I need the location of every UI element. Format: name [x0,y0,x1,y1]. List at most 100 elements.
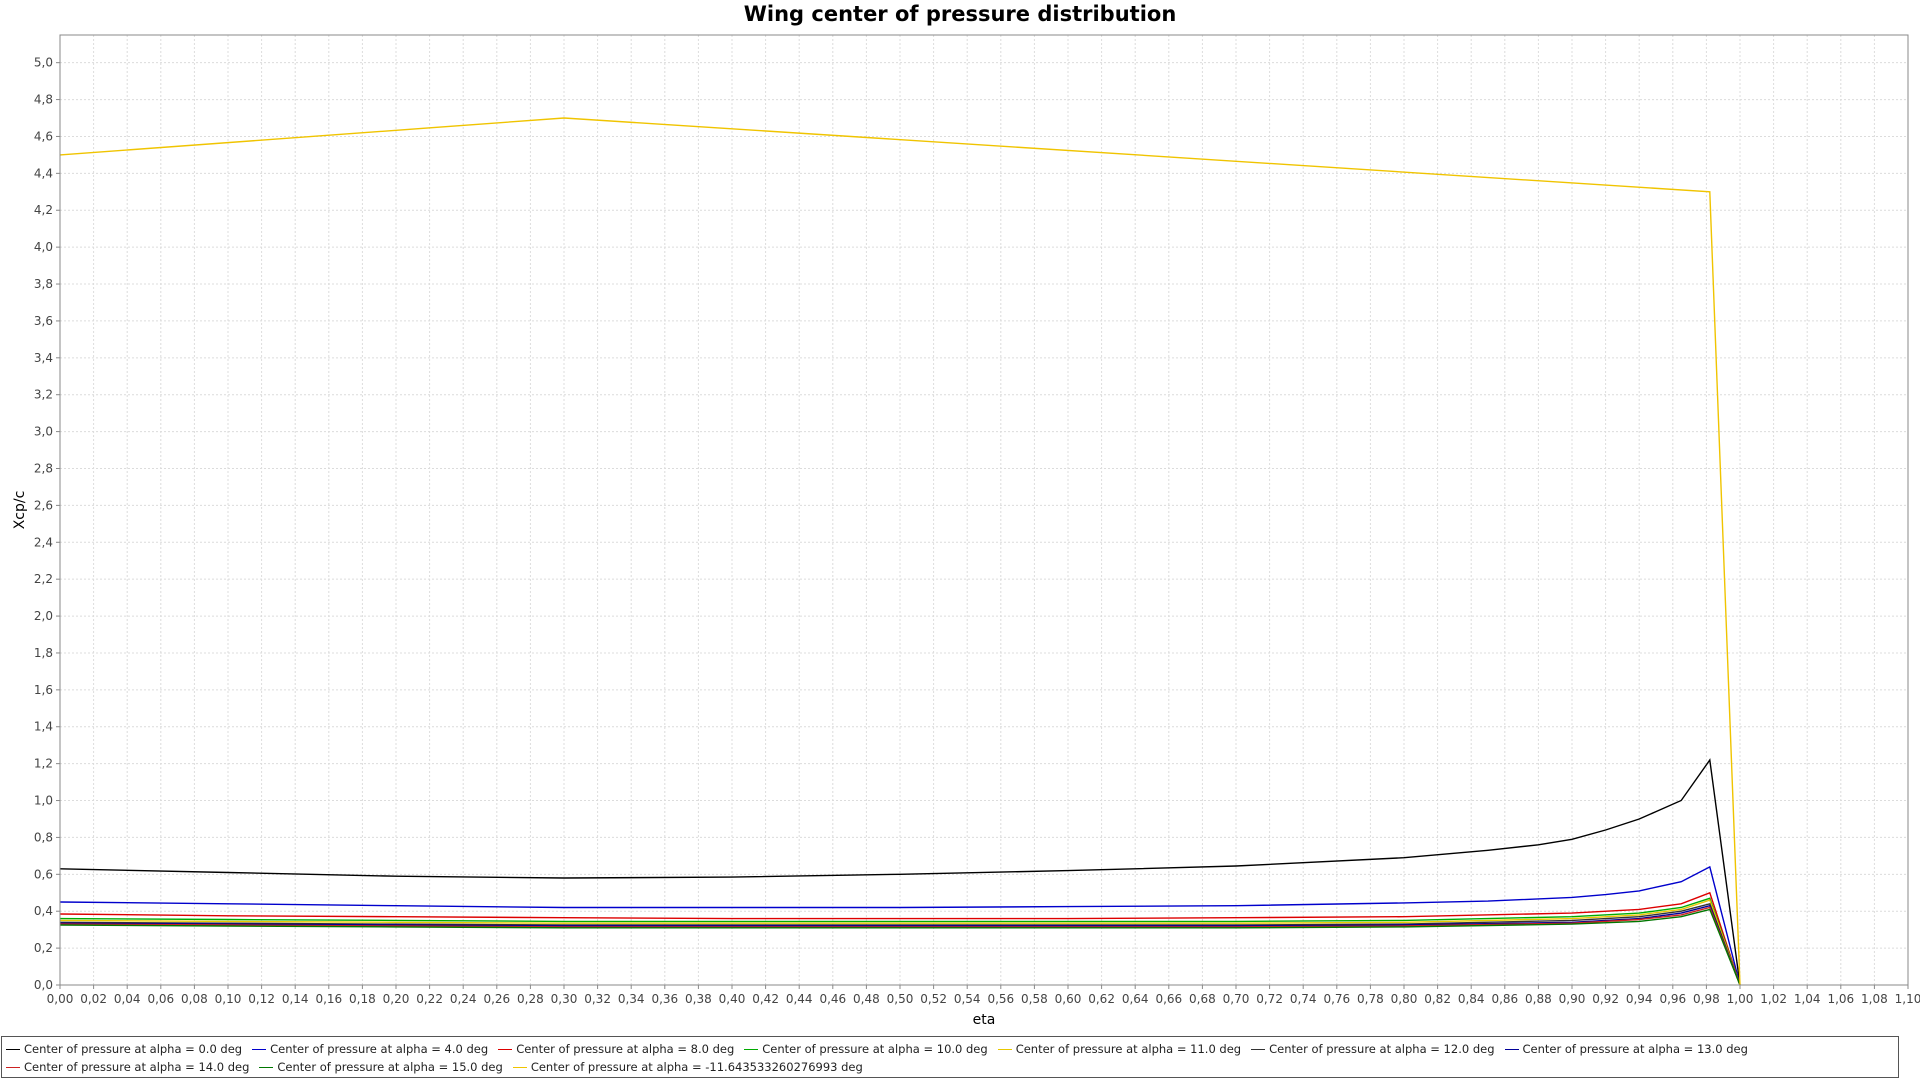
legend-swatch [512,1066,527,1068]
y-tick-label: 2,0 [34,609,53,623]
x-tick-label: 0,70 [1223,992,1250,1006]
legend-label: Center of pressure at alpha = 8.0 deg [516,1042,735,1056]
legend-swatch [498,1048,513,1050]
x-tick-label: 0,62 [1088,992,1115,1006]
series-line-8 [59,908,1741,986]
y-axis-label: Xcp/c [12,491,28,530]
legend-item: Center of pressure at alpha = 0.0 deg [6,1040,242,1058]
x-tick-label: 0,50 [887,992,914,1006]
y-tick-label: 4,8 [34,93,53,107]
legend-swatch [744,1048,759,1050]
y-tick-label: 4,0 [34,240,53,254]
legend-swatch [6,1048,20,1050]
grid-lines [59,35,1909,986]
x-axis-label: eta [973,1012,996,1028]
series-line-0 [59,758,1741,986]
y-axis-ticks: 0,0 0,2 0,4 0,6 0,8 1,0 1,2 1,4 1,6 1,8 2,0 2,2 2,4 2… [34,56,60,992]
x-tick-label: 0,68 [1189,992,1216,1006]
plot-background [60,35,1908,985]
x-tick-label: 0,06 [147,992,174,1006]
y-tick-label: 1,4 [34,720,53,734]
x-tick-label: 0,08 [181,992,208,1006]
x-tick-label: 0,76 [1323,992,1350,1006]
x-tick-label: 1,08 [1861,992,1888,1006]
legend-item: Center of pressure at alpha = -11.643533… [512,1058,863,1076]
y-tick-label: 2,8 [34,461,53,475]
x-tick-label: 0,94 [1626,992,1653,1006]
legend-label: Center of pressure at alpha = 11.0 deg [1015,1042,1242,1056]
x-tick-label: 0,60 [1055,992,1082,1006]
legend-swatch [252,1048,267,1050]
series-line-7 [59,906,1741,986]
x-tick-label: 0,84 [1458,992,1485,1006]
x-tick-label: 0,42 [752,992,779,1006]
y-tick-label: 2,4 [34,535,53,549]
x-tick-label: 0,36 [651,992,678,1006]
x-tick-label: 0,90 [1559,992,1586,1006]
x-tick-label: 1,10 [1895,992,1920,1006]
y-tick-label: 4,4 [34,166,53,180]
plot-border [59,34,1909,986]
series-line-4 [59,899,1741,986]
legend-label: Center of pressure at alpha = 12.0 deg [1269,1042,1495,1056]
x-tick-label: 0,38 [685,992,712,1006]
x-tick-label: 1,02 [1760,992,1787,1006]
series-line-1 [59,865,1741,986]
x-tick-label: 0,28 [517,992,544,1006]
x-tick-label: 0,72 [1256,992,1283,1006]
y-tick-label: 3,2 [34,388,53,402]
y-tick-label: 1,2 [34,757,53,771]
y-tick-label: 5,0 [34,56,53,70]
legend-item: Center of pressure at alpha = 13.0 deg [1504,1040,1748,1058]
series-line-2 [59,891,1741,986]
x-tick-label: 0,80 [1391,992,1418,1006]
y-tick-label: 2,2 [34,572,53,586]
x-tick-label: 1,04 [1794,992,1821,1006]
y-tick-label: 4,6 [34,129,53,143]
legend-label: Center of pressure at alpha = 15.0 deg [277,1060,503,1074]
x-tick-label: 0,64 [1122,992,1149,1006]
legend-item: Center of pressure at alpha = 4.0 deg [252,1040,488,1058]
legend-swatch [997,1048,1012,1050]
legend-label: Center of pressure at alpha = 0.0 deg [24,1042,243,1056]
y-tick-label: 0,8 [34,830,53,844]
y-tick-label: 0,2 [34,941,53,955]
y-tick-label: 0,4 [34,904,53,918]
legend-item: Center of pressure at alpha = 11.0 deg [997,1040,1242,1058]
x-tick-label: 0,12 [248,992,275,1006]
x-tick-label: 0,44 [786,992,813,1006]
series-line-6 [59,904,1741,986]
y-tick-label: 2,6 [34,498,53,512]
chart-title: Wing center of pressure distribution [743,2,1177,26]
x-tick-label: 1,00 [1727,992,1754,1006]
x-tick-label: 0,40 [719,992,746,1006]
series-line-9 [59,117,1741,986]
x-tick-label: 0,78 [1357,992,1384,1006]
x-tick-label: 0,02 [80,992,107,1006]
y-tick-label: 1,0 [34,794,53,808]
y-tick-label: 3,8 [34,277,53,291]
x-tick-label: 0,82 [1424,992,1451,1006]
x-tick-label: 0,66 [1155,992,1182,1006]
x-tick-label: 0,88 [1525,992,1552,1006]
x-tick-label: 0,46 [819,992,846,1006]
series-line-5 [59,902,1741,986]
chart-area: 0,00 0,02 0,04 0,06 0,08 0,10 0,12 0,14 0,16 0,18… [12,34,1920,1028]
x-tick-label: 0,98 [1693,992,1720,1006]
legend-item: Center of pressure at alpha = 15.0 deg [259,1058,503,1076]
legend-label: Center of pressure at alpha = 10.0 deg [762,1042,988,1056]
legend-swatch [259,1066,274,1068]
x-tick-label: 0,14 [282,992,309,1006]
legend-label: Center of pressure at alpha = 4.0 deg [270,1042,489,1056]
series-line-3 [59,897,1741,986]
x-tick-label: 0,18 [349,992,376,1006]
x-tick-label: 0,24 [450,992,477,1006]
legend-label: Center of pressure at alpha = 14.0 deg [24,1060,250,1074]
x-tick-label: 0,54 [954,992,981,1006]
x-tick-label: 0,10 [215,992,242,1006]
y-tick-label: 1,6 [34,683,53,697]
x-tick-label: 0,52 [920,992,947,1006]
x-tick-label: 0,00 [47,992,74,1006]
x-tick-label: 0,74 [1290,992,1317,1006]
x-tick-label: 0,86 [1491,992,1518,1006]
